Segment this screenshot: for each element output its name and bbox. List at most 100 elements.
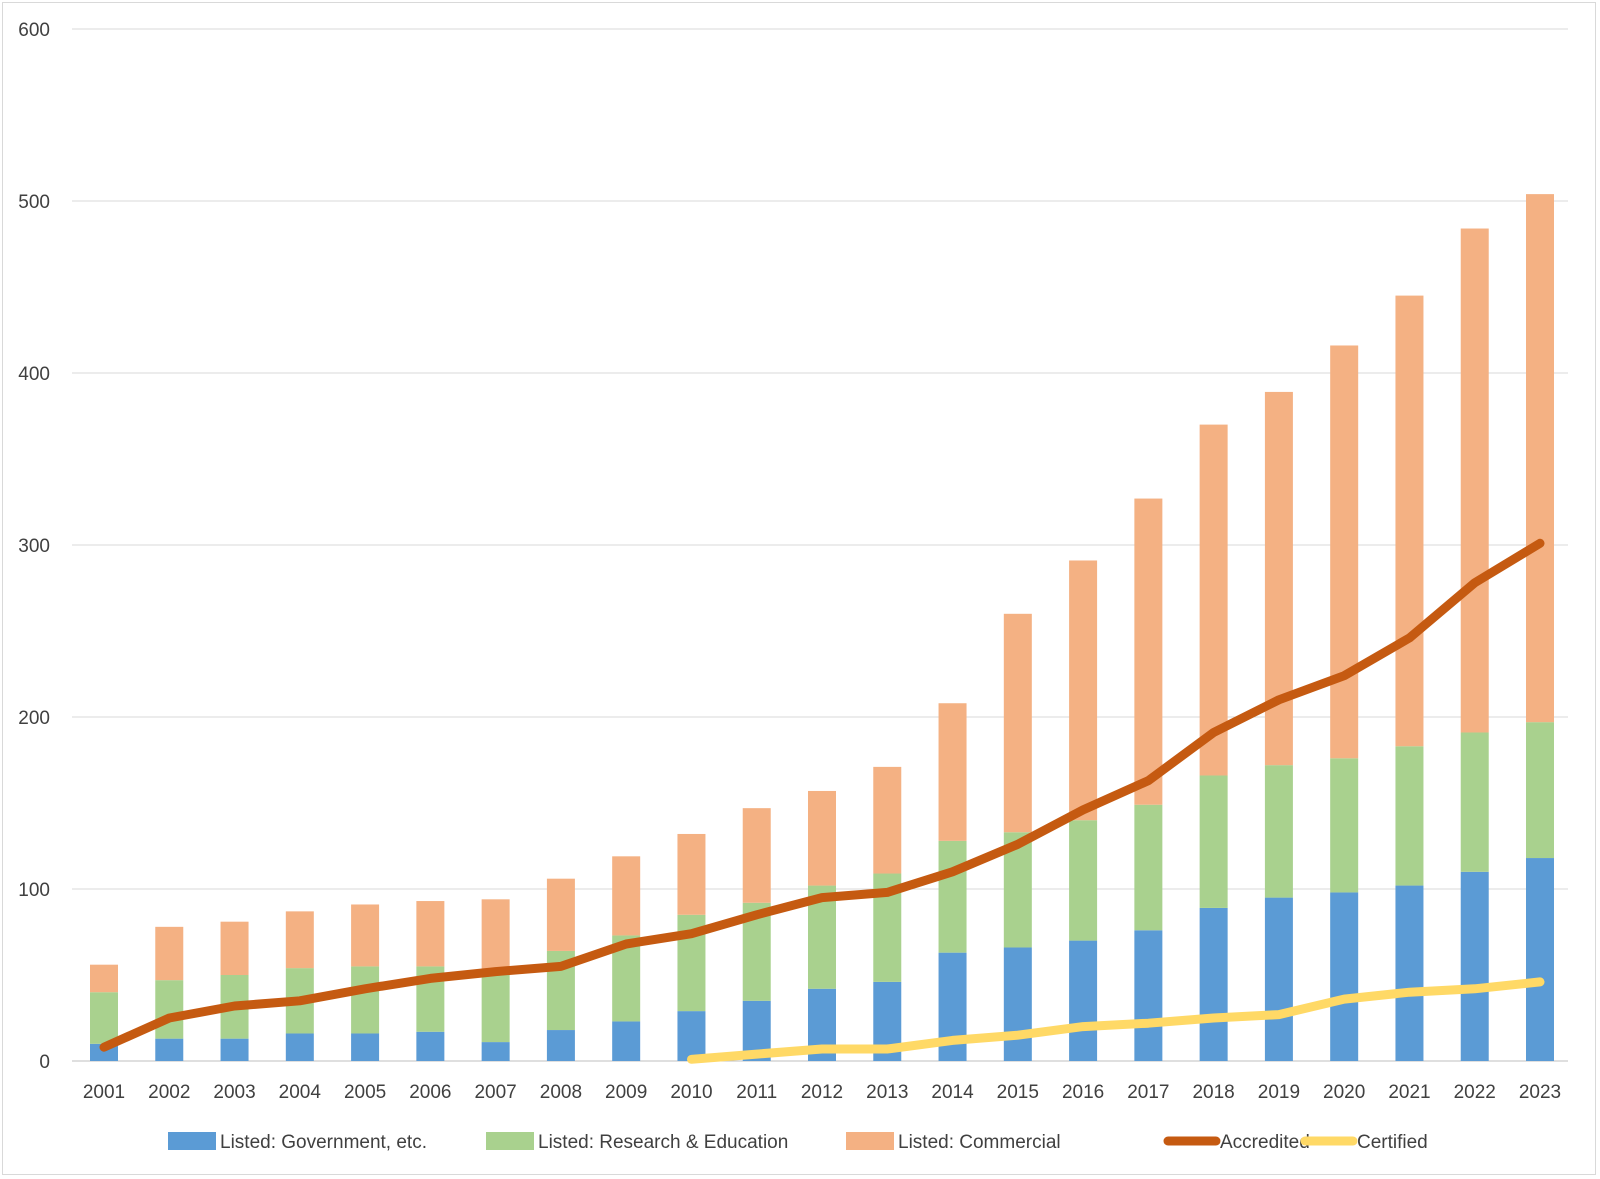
bar-segment [1069, 560, 1098, 821]
bar-segment [1526, 858, 1554, 1061]
x-tick-label: 2021 [1388, 1082, 1430, 1103]
bar-segment [1134, 930, 1163, 1061]
bar-segment [416, 901, 445, 967]
bar-segment [1526, 722, 1554, 859]
gridlines [72, 28, 1568, 1062]
legend: Listed: Government, etc. Listed: Research… [168, 1132, 1428, 1153]
bar-segment [1069, 940, 1098, 1061]
x-tick-label: 2022 [1454, 1082, 1496, 1103]
x-tick-label: 2005 [344, 1082, 386, 1103]
bar-segment [1460, 228, 1489, 733]
bar-segment [1003, 947, 1032, 1061]
bar-segment [938, 703, 967, 841]
bar-segment [220, 1038, 249, 1061]
bar-segment [90, 992, 118, 1044]
series-line-accredited [99, 538, 1545, 1052]
bar-segment [546, 878, 575, 951]
bar-segment [1395, 295, 1424, 747]
bar-segment [677, 1011, 706, 1061]
bar-segment [90, 964, 118, 993]
x-tick-label: 2004 [279, 1082, 322, 1103]
x-tick-label: 2014 [931, 1082, 974, 1103]
bar-segment [1395, 885, 1424, 1061]
bar-segment [612, 856, 641, 936]
bar-segment [285, 1033, 314, 1061]
bar-segment [1069, 820, 1098, 941]
x-axis: 2001 2002 2003 2004 2005 2006 2007 2008 2009 2010… [83, 1082, 1561, 1103]
y-tick-label: 200 [18, 708, 50, 729]
bar-segment [1264, 897, 1293, 1061]
x-tick-label: 2012 [801, 1082, 843, 1103]
bar-segment [938, 840, 967, 953]
x-tick-label: 2003 [213, 1082, 255, 1103]
bar-segment [416, 1031, 445, 1061]
legend-label: Listed: Government, etc. [220, 1132, 427, 1153]
bar-segment [808, 790, 836, 886]
legend-label: Certified [1357, 1132, 1428, 1153]
bar-segment [220, 921, 249, 975]
x-tick-label: 2013 [866, 1082, 908, 1103]
bar-segment [1460, 871, 1489, 1061]
x-tick-label: 2023 [1519, 1082, 1561, 1103]
legend-label: Listed: Commercial [898, 1132, 1061, 1153]
y-tick-label: 500 [18, 192, 50, 213]
bar-segment [1330, 758, 1359, 893]
bar-segment [1330, 892, 1359, 1061]
bar-series [90, 194, 1554, 1061]
x-tick-label: 2002 [148, 1082, 190, 1103]
series-line-certified [687, 977, 1545, 1064]
bar-segment [1526, 194, 1554, 723]
bar-segment [1134, 498, 1163, 805]
y-axis: 0 100 200 300 400 500 600 [18, 20, 50, 1073]
legend-swatch [168, 1132, 216, 1150]
bar-segment [1199, 775, 1228, 908]
bar-segment [1199, 424, 1228, 776]
x-tick-label: 2006 [409, 1082, 451, 1103]
legend-label: Listed: Research & Education [538, 1132, 788, 1153]
bar-segment [1199, 907, 1228, 1061]
legend-label: Accredited [1220, 1132, 1310, 1153]
bar-segment [155, 926, 184, 981]
bar-segment [155, 1038, 184, 1061]
bar-segment [285, 911, 314, 969]
x-tick-label: 2011 [736, 1082, 777, 1103]
legend-swatch [846, 1132, 894, 1150]
x-tick-label: 2015 [997, 1082, 1039, 1103]
y-tick-label: 0 [39, 1052, 50, 1073]
bar-segment [1460, 732, 1489, 872]
bar-segment [677, 833, 706, 915]
legend-swatch [486, 1132, 534, 1150]
bar-segment [612, 1021, 641, 1061]
y-tick-label: 400 [18, 364, 50, 385]
bar-segment [481, 1042, 510, 1061]
y-tick-label: 300 [18, 536, 50, 557]
bar-segment [546, 1030, 575, 1061]
y-tick-label: 100 [18, 880, 50, 901]
bar-segment [1134, 804, 1163, 931]
bar-segment [1395, 746, 1424, 886]
x-tick-label: 2009 [605, 1082, 647, 1103]
y-tick-label: 600 [18, 20, 50, 41]
bar-segment [351, 1033, 380, 1061]
bar-segment [1264, 765, 1293, 898]
x-tick-label: 2001 [83, 1082, 125, 1103]
x-tick-label: 2019 [1258, 1082, 1300, 1103]
bar-segment [481, 899, 510, 974]
bar-segment [481, 973, 510, 1043]
bar-segment [351, 904, 380, 967]
x-tick-label: 2020 [1323, 1082, 1365, 1103]
x-tick-label: 2018 [1192, 1082, 1234, 1103]
bar-segment [155, 980, 184, 1039]
bar-segment [1330, 345, 1359, 759]
bar-segment [351, 966, 380, 1034]
x-tick-label: 2017 [1127, 1082, 1169, 1103]
x-tick-label: 2008 [540, 1082, 582, 1103]
bar-segment [1003, 613, 1032, 833]
x-tick-label: 2010 [670, 1082, 712, 1103]
bar-segment [873, 766, 902, 874]
bar-segment [742, 808, 771, 903]
x-tick-label: 2007 [474, 1082, 516, 1103]
x-tick-label: 2016 [1062, 1082, 1104, 1103]
